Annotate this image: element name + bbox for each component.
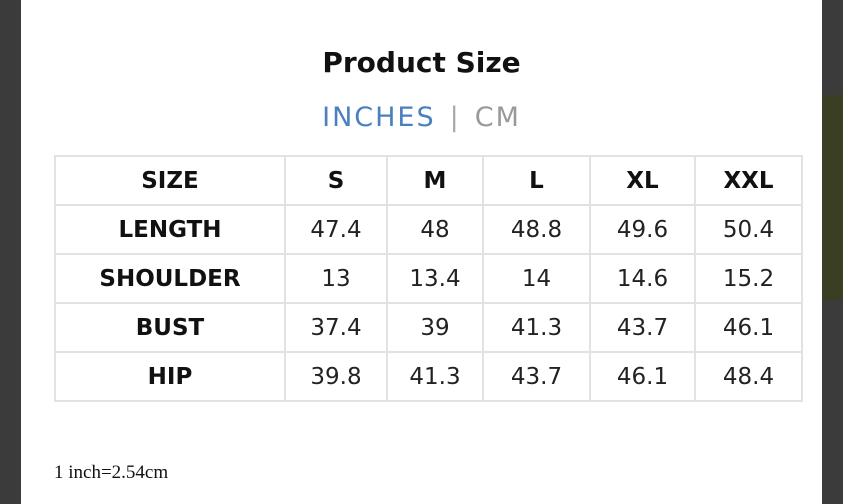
column-header: SIZE [54, 155, 286, 206]
cell: 46.1 [694, 302, 803, 353]
cell: 14.6 [589, 253, 696, 304]
unit-tab[interactable]: CM [474, 102, 521, 133]
title: Product Size [322, 46, 521, 79]
table-row: HIP 39.8 41.3 43.7 46.1 48.4 [54, 351, 803, 402]
size-modal: Product Size INCHES | CM SIZE S M L XL XXL LENGT… [21, 0, 822, 504]
table-row: SHOULDER 13 13.4 14 14.6 15.2 [54, 253, 803, 304]
row-header: BUST [54, 302, 286, 353]
cell: 13 [284, 253, 388, 304]
background-panel [822, 95, 843, 300]
column-header: XL [589, 155, 696, 206]
cell: 15.2 [694, 253, 803, 304]
row-header: LENGTH [54, 204, 286, 255]
column-header: S [284, 155, 388, 206]
cell: 49.6 [589, 204, 696, 255]
cell: 41.3 [482, 302, 591, 353]
separator: | [449, 102, 461, 133]
cell: 13.4 [386, 253, 484, 304]
cell: 48 [386, 204, 484, 255]
cell: 39.8 [284, 351, 388, 402]
cell: 50.4 [694, 204, 803, 255]
row-header: SHOULDER [54, 253, 286, 304]
cell: 46.1 [589, 351, 696, 402]
table-row: LENGTH 47.4 48 48.8 49.6 50.4 [54, 204, 803, 255]
table-row: BUST 37.4 39 41.3 43.7 46.1 [54, 302, 803, 353]
cell: 48.4 [694, 351, 803, 402]
column-header: XXL [694, 155, 803, 206]
cell: 14 [482, 253, 591, 304]
table-row: SIZE S M L XL XXL [54, 155, 803, 206]
cell: 43.7 [589, 302, 696, 353]
cell: 43.7 [482, 351, 591, 402]
column-header: L [482, 155, 591, 206]
cell: 39 [386, 302, 484, 353]
cell: 47.4 [284, 204, 388, 255]
cell: 37.4 [284, 302, 388, 353]
footnote: 1 inch=2.54cm [54, 462, 169, 483]
column-header: M [386, 155, 484, 206]
unit-tab[interactable]: INCHES [322, 102, 436, 133]
row-header: HIP [54, 351, 286, 402]
cell: 48.8 [482, 204, 591, 255]
unit-switch: INCHES | CM [21, 102, 822, 133]
cell: 41.3 [386, 351, 484, 402]
size-table: SIZE S M L XL XXL LENGTH 47.4 48 48.8 49.6 50.4 SHOU… [54, 155, 803, 402]
